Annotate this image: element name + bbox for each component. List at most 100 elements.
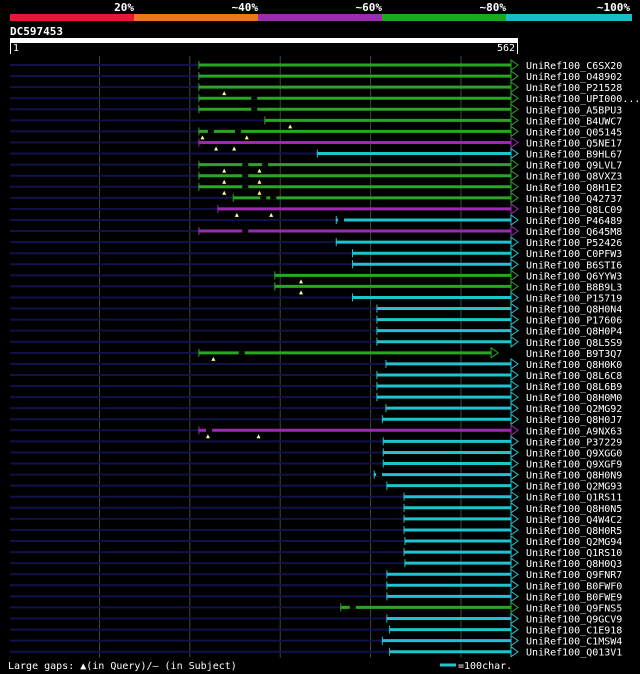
- hit-label[interactable]: UniRef100_P52426: [526, 238, 622, 249]
- hit-row[interactable]: UniRef100_Q05145: [10, 125, 622, 140]
- hit-row[interactable]: UniRef100_Q9LVL7: [10, 158, 622, 173]
- hit-row[interactable]: UniRef100_B9T3Q7: [10, 346, 622, 361]
- hit-row[interactable]: UniRef100_UPI000...: [10, 92, 640, 105]
- hit-label[interactable]: UniRef100_B0FWF0: [526, 581, 622, 592]
- hit-row[interactable]: UniRef100_Q2MG93: [10, 479, 622, 493]
- hit-label[interactable]: UniRef100_B6STI6: [526, 260, 622, 271]
- hit-label[interactable]: UniRef100_P46489: [526, 216, 622, 227]
- hit-label[interactable]: UniRef100_UPI000...: [526, 94, 640, 105]
- hit-label[interactable]: UniRef100_A5BPU3: [526, 105, 622, 116]
- hit-row[interactable]: UniRef100_Q8LC09: [10, 202, 622, 217]
- hit-label[interactable]: UniRef100_B4UWC7: [526, 116, 622, 127]
- hit-label[interactable]: UniRef100_B8B9L3: [526, 282, 622, 293]
- hit-row[interactable]: UniRef100_Q9GCV9: [10, 612, 622, 626]
- hit-label[interactable]: UniRef100_P21528: [526, 83, 622, 94]
- hit-row[interactable]: UniRef100_C6SX20: [10, 59, 622, 72]
- hit-row[interactable]: UniRef100_Q1RS10: [10, 546, 622, 559]
- hit-label[interactable]: UniRef100_Q1RS10: [526, 548, 622, 559]
- hit-label[interactable]: UniRef100_Q8VXZ3: [526, 172, 622, 183]
- hit-row[interactable]: UniRef100_Q8H0R5: [10, 523, 622, 537]
- hit-label[interactable]: UniRef100_Q2MG93: [526, 482, 622, 493]
- hit-label[interactable]: UniRef100_P15719: [526, 293, 622, 304]
- hit-row[interactable]: UniRef100_P17606: [10, 313, 622, 327]
- hit-row[interactable]: UniRef100_Q8H0K0: [10, 357, 622, 371]
- hit-label[interactable]: UniRef100_Q5NE17: [526, 138, 622, 149]
- hit-label[interactable]: UniRef100_Q8L5S9: [526, 338, 622, 349]
- hit-label[interactable]: UniRef100_Q9XGG0: [526, 448, 622, 459]
- hit-label[interactable]: UniRef100_Q8H0P4: [526, 327, 622, 338]
- hit-row[interactable]: UniRef100_B0FWF0: [10, 579, 622, 592]
- hit-label[interactable]: UniRef100_Q42737: [526, 194, 622, 205]
- hit-row[interactable]: UniRef100_B6STI6: [10, 258, 622, 271]
- hit-row[interactable]: UniRef100_A5BPU3: [10, 103, 622, 116]
- hit-row[interactable]: UniRef100_Q8H0M0: [10, 391, 622, 404]
- hit-row[interactable]: UniRef100_Q9XGG0: [10, 446, 622, 459]
- hit-row[interactable]: UniRef100_Q645M8: [10, 225, 622, 238]
- hit-label[interactable]: UniRef100_Q8H0N9: [526, 471, 622, 482]
- hit-row[interactable]: UniRef100_O48902: [10, 70, 622, 83]
- hit-row[interactable]: UniRef100_Q8H1E2: [10, 180, 622, 195]
- hit-row[interactable]: UniRef100_C1E918: [10, 623, 622, 637]
- hit-row[interactable]: UniRef100_P37229: [10, 435, 622, 448]
- hit-label[interactable]: UniRef100_Q05145: [526, 127, 622, 138]
- hit-label[interactable]: UniRef100_Q8H0N5: [526, 504, 622, 515]
- hit-label[interactable]: UniRef100_Q9FNS5: [526, 603, 622, 614]
- hit-row[interactable]: UniRef100_C0PFW3: [10, 247, 622, 260]
- hit-label[interactable]: UniRef100_C1E918: [526, 626, 622, 637]
- hit-row[interactable]: UniRef100_Q42737: [10, 191, 622, 205]
- hit-label[interactable]: UniRef100_P17606: [526, 316, 622, 327]
- hit-row[interactable]: UniRef100_Q8L6B9: [10, 380, 622, 393]
- hit-row[interactable]: UniRef100_Q8H0P4: [10, 324, 622, 338]
- hit-label[interactable]: UniRef100_Q8H0Q3: [526, 559, 622, 570]
- hit-row[interactable]: UniRef100_P15719: [10, 291, 622, 304]
- hit-label[interactable]: UniRef100_Q013V1: [526, 648, 622, 659]
- hit-label[interactable]: UniRef100_B0FWE9: [526, 592, 622, 603]
- hit-label[interactable]: UniRef100_C1MSW4: [526, 637, 622, 648]
- hit-row[interactable]: UniRef100_B4UWC7: [10, 114, 622, 129]
- hit-label[interactable]: UniRef100_Q1RS11: [526, 493, 622, 504]
- hit-label[interactable]: UniRef100_Q645M8: [526, 227, 622, 238]
- hit-label[interactable]: UniRef100_Q9GCV9: [526, 615, 622, 626]
- hit-label[interactable]: UniRef100_Q8H0N4: [526, 305, 622, 316]
- hit-label[interactable]: UniRef100_Q8L6C8: [526, 371, 622, 382]
- hit-row[interactable]: UniRef100_Q9XGF9: [10, 457, 622, 471]
- hit-label[interactable]: UniRef100_C0PFW3: [526, 249, 622, 260]
- hit-label[interactable]: UniRef100_B9T3Q7: [526, 349, 622, 360]
- hit-row[interactable]: UniRef100_Q4W4C2: [10, 512, 622, 526]
- hit-row[interactable]: UniRef100_Q8H0N4: [10, 302, 622, 316]
- hit-label[interactable]: UniRef100_B9HL67: [526, 150, 622, 161]
- hit-row[interactable]: UniRef100_Q9FNS5: [10, 601, 622, 614]
- hit-row[interactable]: UniRef100_P21528: [10, 81, 622, 96]
- hit-label[interactable]: UniRef100_P37229: [526, 437, 622, 448]
- hit-row[interactable]: UniRef100_Q8VXZ3: [10, 169, 622, 184]
- hit-label[interactable]: UniRef100_Q4W4C2: [526, 515, 622, 526]
- hit-label[interactable]: UniRef100_Q8H0K0: [526, 360, 622, 371]
- hit-label[interactable]: UniRef100_Q2MG94: [526, 537, 622, 548]
- hit-row[interactable]: UniRef100_C1MSW4: [10, 634, 622, 648]
- hit-row[interactable]: UniRef100_Q2MG92: [10, 402, 622, 415]
- hit-label[interactable]: UniRef100_A9NX63: [526, 426, 622, 437]
- hit-row[interactable]: UniRef100_Q8H0J7: [10, 413, 622, 426]
- hit-label[interactable]: UniRef100_Q8L6B9: [526, 382, 622, 393]
- hit-row[interactable]: UniRef100_Q9FNR7: [10, 568, 622, 581]
- hit-row[interactable]: UniRef100_Q8H0N9: [10, 468, 622, 482]
- hit-label[interactable]: UniRef100_Q9XGF9: [526, 460, 622, 471]
- hit-row[interactable]: UniRef100_Q8H0N5: [10, 501, 622, 515]
- hit-label[interactable]: UniRef100_Q8H1E2: [526, 183, 622, 194]
- hit-label[interactable]: UniRef100_Q8H0J7: [526, 415, 622, 426]
- hit-row[interactable]: UniRef100_Q1RS11: [10, 490, 622, 504]
- hit-row[interactable]: UniRef100_Q013V1: [10, 645, 622, 659]
- hit-label[interactable]: UniRef100_C6SX20: [526, 61, 622, 72]
- hit-row[interactable]: UniRef100_Q8H0Q3: [10, 557, 622, 570]
- hit-label[interactable]: UniRef100_Q6YYW3: [526, 271, 622, 282]
- hit-row[interactable]: UniRef100_B9HL67: [10, 147, 622, 161]
- hit-row[interactable]: UniRef100_P46489: [10, 214, 622, 227]
- hit-row[interactable]: UniRef100_Q8L5S9: [10, 335, 622, 349]
- hit-label[interactable]: UniRef100_Q9FNR7: [526, 570, 622, 581]
- hit-label[interactable]: UniRef100_Q9LVL7: [526, 161, 622, 172]
- hit-row[interactable]: UniRef100_B0FWE9: [10, 590, 622, 603]
- hit-row[interactable]: UniRef100_P52426: [10, 236, 622, 249]
- hit-row[interactable]: UniRef100_A9NX63: [10, 424, 622, 439]
- hit-row[interactable]: UniRef100_B8B9L3: [10, 280, 622, 295]
- hit-label[interactable]: UniRef100_Q8H0M0: [526, 393, 622, 404]
